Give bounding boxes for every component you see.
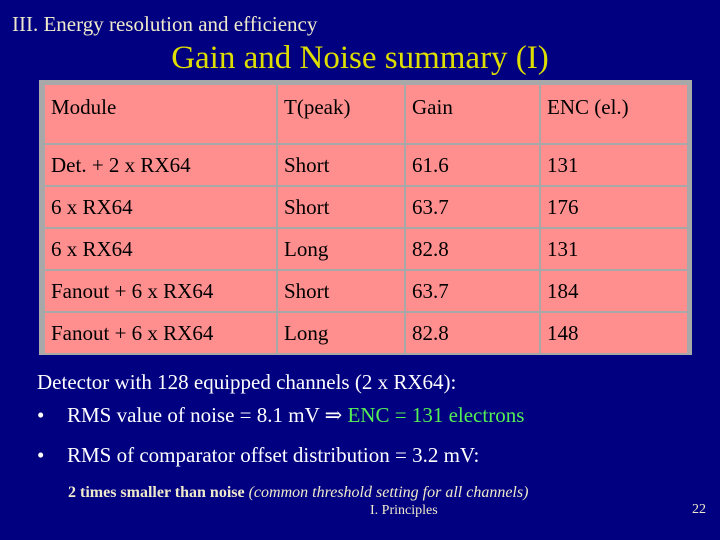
cell-enc: 176 (539, 185, 689, 229)
cell-tpeak: Short (276, 143, 406, 187)
table-row: 6 x RX64 Short 63.7 176 (43, 185, 689, 229)
header-enc: ENC (el.) (539, 83, 689, 145)
table-row: Det. + 2 x RX64 Short 61.6 131 (43, 143, 689, 187)
header-tpeak: T(peak) (276, 83, 406, 145)
header-module: Module (43, 83, 278, 145)
header-gain: Gain (404, 83, 541, 145)
cell-tpeak: Long (276, 311, 406, 355)
cell-module: 6 x RX64 (43, 185, 278, 229)
cell-gain: 63.7 (404, 185, 541, 229)
cell-module: Fanout + 6 x RX64 (43, 269, 278, 313)
cell-gain: 82.8 (404, 311, 541, 355)
table-header-row: Module T(peak) Gain ENC (el.) (43, 83, 689, 145)
cell-enc: 131 (539, 227, 689, 271)
bullet-dot-icon: • (37, 443, 45, 467)
table-row: 6 x RX64 Long 82.8 131 (43, 227, 689, 271)
bullet-comparator-text: RMS of comparator offset distribution = … (67, 443, 480, 467)
bullet-comparator: • RMS of comparator offset distribution =… (37, 443, 479, 468)
enc-result: ENC = 131 electrons (347, 403, 525, 427)
cell-module: Det. + 2 x RX64 (43, 143, 278, 187)
summary-table-frame: Module T(peak) Gain ENC (el.) Det. + 2 x… (39, 80, 692, 355)
section-title: III. Energy resolution and efficiency (12, 12, 318, 36)
cell-enc: 184 (539, 269, 689, 313)
bullet-noise: • RMS value of noise = 8.1 mV ⇒ ENC = 131… (37, 403, 524, 428)
bullet-dot-icon: • (37, 403, 45, 427)
cell-tpeak: Long (276, 227, 406, 271)
bullet-noise-text: RMS value of noise = 8.1 mV (67, 403, 320, 427)
gain-noise-table: Module T(peak) Gain ENC (el.) Det. + 2 x… (43, 83, 689, 355)
cell-tpeak: Short (276, 185, 406, 229)
cell-module: Fanout + 6 x RX64 (43, 311, 278, 355)
cell-enc: 148 (539, 311, 689, 355)
cell-gain: 61.6 (404, 143, 541, 187)
table-row: Fanout + 6 x RX64 Long 82.8 148 (43, 311, 689, 355)
detector-description: Detector with 128 equipped channels (2 x… (37, 370, 457, 394)
implies-arrow-icon: ⇒ (324, 403, 343, 427)
slide-title: Gain and Noise summary (I) (171, 40, 549, 76)
cell-tpeak: Short (276, 269, 406, 313)
cell-gain: 63.7 (404, 269, 541, 313)
note-italic-text: (common threshold setting for all channe… (248, 484, 529, 501)
threshold-note: 2 times smaller than noise (common thres… (68, 484, 528, 502)
page-number: 22 (692, 502, 706, 517)
note-bold-text: 2 times smaller than noise (68, 484, 245, 501)
cell-gain: 82.8 (404, 227, 541, 271)
footer-section-label: I. Principles (370, 503, 438, 518)
cell-module: 6 x RX64 (43, 227, 278, 271)
table-row: Fanout + 6 x RX64 Short 63.7 184 (43, 269, 689, 313)
cell-enc: 131 (539, 143, 689, 187)
